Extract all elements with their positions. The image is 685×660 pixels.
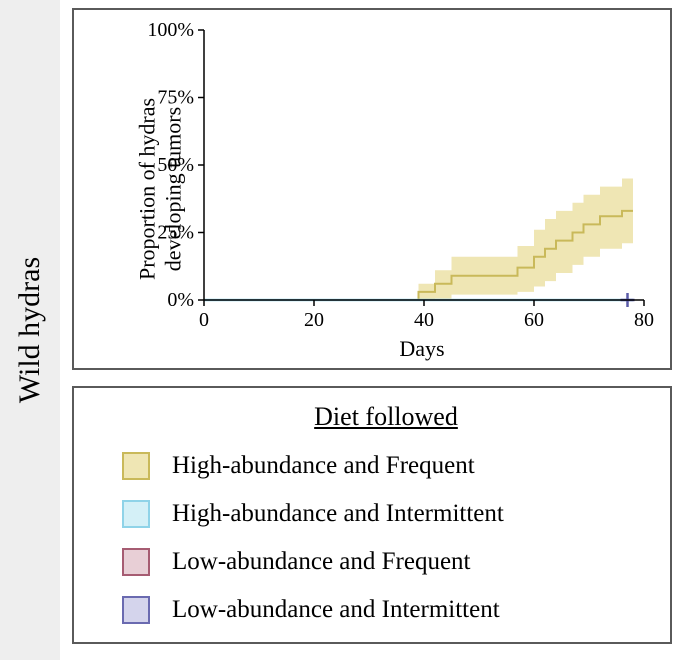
legend-panel: Diet followed High-abundance and Frequen… (72, 386, 672, 644)
y-axis-label-line1: Proportion of hydras (135, 98, 160, 280)
legend-item: High-abundance and Frequent (122, 442, 650, 490)
x-axis-label: Days (74, 336, 670, 362)
x-tick-label: 0 (199, 309, 209, 331)
y-tick-label: 0% (167, 289, 194, 311)
chart-panel: Proportion of hydras developing tumors 0… (72, 8, 672, 370)
legend-swatch (122, 548, 150, 576)
y-axis-label: Proportion of hydras developing tumors (135, 98, 188, 280)
x-tick-label: 80 (634, 309, 654, 331)
legend-item: Low-abundance and Frequent (122, 538, 650, 586)
legend-label: High-abundance and Frequent (172, 452, 475, 480)
legend-title: Diet followed (122, 402, 650, 432)
legend-items: High-abundance and Frequent High-abundanc… (122, 442, 650, 634)
panel-label-strip: Wild hydras (0, 0, 60, 660)
legend-label: Low-abundance and Frequent (172, 548, 471, 576)
legend-label: High-abundance and Intermittent (172, 500, 504, 528)
legend-swatch (122, 452, 150, 480)
x-tick-label: 40 (414, 309, 434, 331)
ci-band (204, 179, 633, 301)
x-tick-label: 60 (524, 309, 544, 331)
legend-label: Low-abundance and Intermittent (172, 596, 500, 624)
x-tick-label: 20 (304, 309, 324, 331)
legend-item: High-abundance and Intermittent (122, 490, 650, 538)
legend-swatch (122, 596, 150, 624)
y-axis-label-line2: developing tumors (161, 107, 186, 271)
figure-root: Wild hydras Proportion of hydras develop… (0, 0, 685, 660)
legend-item: Low-abundance and Intermittent (122, 586, 650, 634)
y-tick-label: 100% (147, 19, 194, 41)
legend-swatch (122, 500, 150, 528)
panel-label: Wild hydras (13, 257, 47, 403)
